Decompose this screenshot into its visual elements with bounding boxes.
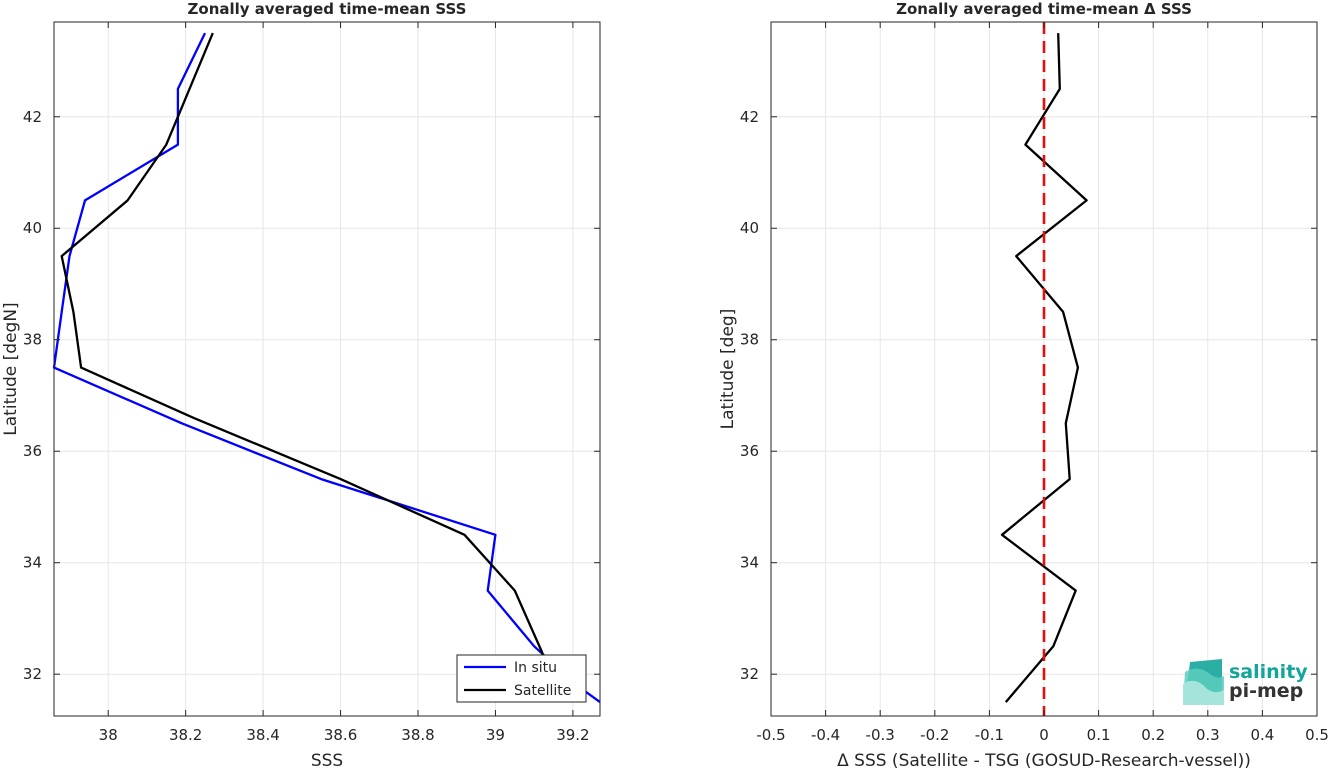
y-tick-label: 42 bbox=[740, 108, 759, 126]
wave-logo-icon bbox=[1183, 659, 1224, 705]
x-tick-label: 38.2 bbox=[169, 726, 202, 744]
y-tick-label: 40 bbox=[23, 219, 42, 237]
x-tick-label: 39 bbox=[486, 726, 505, 744]
legend-label-satellite: Satellite bbox=[514, 683, 571, 699]
x-tick-label: 38.6 bbox=[324, 726, 357, 744]
x-tick-label: 39.2 bbox=[556, 726, 589, 744]
x-tick-label: 38.8 bbox=[401, 726, 434, 744]
x-tick-label: 0.5 bbox=[1305, 726, 1329, 744]
legend: In situ Satellite bbox=[456, 654, 587, 703]
x-tick-label: 0.2 bbox=[1141, 726, 1165, 744]
legend-label-in-situ: In situ bbox=[514, 660, 557, 676]
x-tick-label: -0.2 bbox=[920, 726, 949, 744]
y-tick-label: 32 bbox=[23, 665, 42, 683]
y-tick-label: 40 bbox=[740, 219, 759, 237]
y-tick-label: 36 bbox=[740, 442, 759, 460]
y-tick-label: 36 bbox=[23, 442, 42, 460]
y-tick-label: 38 bbox=[740, 331, 759, 349]
y-tick-label: 38 bbox=[23, 331, 42, 349]
logo-text-salinity: salinity bbox=[1229, 661, 1308, 683]
x-tick-label: 38.4 bbox=[246, 726, 279, 744]
series-line-0 bbox=[52, 32, 601, 704]
x-tick-label: 38 bbox=[99, 726, 118, 744]
y-axis-label: Latitude [deg] bbox=[718, 309, 738, 430]
x-axis-label: SSS bbox=[311, 751, 343, 769]
logo-text-pi-mep: pi-mep bbox=[1229, 680, 1303, 702]
tick-layer: 38 38.2 38.4 38.6 38.8 39 39.2 32 34 36 38 40 42 bbox=[23, 22, 600, 744]
x-tick-label: -0.5 bbox=[756, 726, 785, 744]
x-tick-label: 0.4 bbox=[1250, 726, 1274, 744]
x-tick-label: -0.1 bbox=[975, 726, 1004, 744]
x-tick-label: 0.1 bbox=[1087, 726, 1111, 744]
salinity-pi-mep-logo: salinity pi-mep bbox=[1183, 659, 1308, 705]
plot-frame bbox=[53, 21, 601, 717]
plot-area bbox=[54, 22, 600, 716]
x-tick-label: 0 bbox=[1039, 726, 1049, 744]
y-tick-label: 32 bbox=[740, 665, 759, 683]
series-layer bbox=[1000, 22, 1088, 716]
x-tick-label: -0.4 bbox=[811, 726, 840, 744]
y-tick-label: 34 bbox=[740, 554, 759, 572]
x-tick-label: 0.3 bbox=[1196, 726, 1220, 744]
x-axis-label: Δ SSS (Satellite - TSG (GOSUD-Research-v… bbox=[837, 751, 1251, 769]
chart-title: Zonally averaged time-mean SSS bbox=[188, 0, 467, 18]
series-line-1 bbox=[60, 32, 547, 664]
y-tick-label: 34 bbox=[23, 554, 42, 572]
y-tick-label: 42 bbox=[23, 108, 42, 126]
delta-sss-chart: Zonally averaged time-mean Δ SSS -0.5 -0.… bbox=[718, 0, 1329, 769]
sss-chart: Zonally averaged time-mean SSS 38 38.2 38.… bbox=[1, 0, 601, 769]
chart-title: Zonally averaged time-mean Δ SSS bbox=[896, 0, 1192, 18]
tick-layer: -0.5 -0.4 -0.3 -0.2 -0.1 0 0.1 0.2 0.3 0.4 0.5 32 34… bbox=[740, 22, 1329, 744]
series-layer bbox=[52, 32, 601, 704]
legend-box bbox=[456, 654, 587, 703]
series-line-0 bbox=[1000, 33, 1088, 703]
x-tick-label: -0.3 bbox=[866, 726, 895, 744]
grid bbox=[54, 22, 600, 716]
y-axis-label: Latitude [degN] bbox=[1, 302, 21, 435]
